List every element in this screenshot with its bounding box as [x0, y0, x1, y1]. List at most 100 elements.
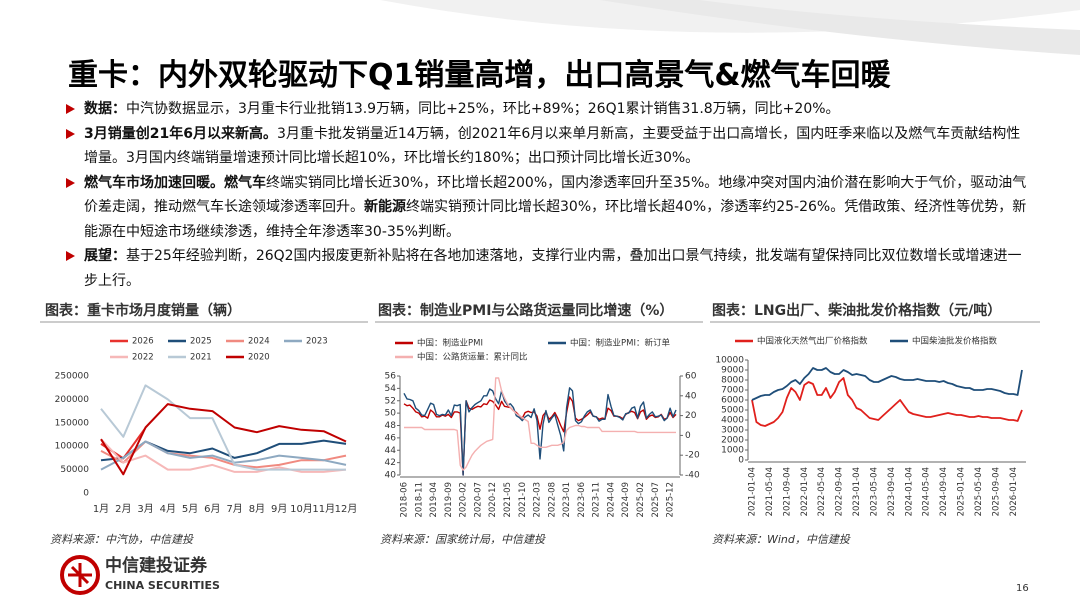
x-tick-label: 2022-08: [547, 482, 557, 518]
bullet-lead: 燃气车: [224, 174, 266, 191]
series-line: [100, 384, 346, 471]
x-tick-label: 11月: [312, 503, 335, 515]
y-tick-label: 6000: [721, 396, 744, 406]
series-line: [404, 377, 676, 471]
x-tick-label: 2021-05: [503, 482, 513, 518]
bullet-text: 基于25年经验判断，26Q2国内报废更新补贴将在各地加速落地，支撑行业内需，叠加…: [84, 248, 1022, 289]
chart-caption: 图表：制造业PMI与公路货运量同比增速（%）: [378, 302, 673, 319]
legend-label: 中国：公路货运量：累计同比: [417, 352, 528, 363]
x-tick-label: 2024-01-04: [904, 467, 914, 516]
bullet: 数据：中汽协数据显示，3月重卡行业批销13.9万辆，同比+25%，环比+89%；…: [62, 97, 1030, 122]
x-tick-label: 2024-04: [606, 482, 616, 518]
y-tick-label: 4000: [721, 416, 744, 426]
bullet-lead: 3月销量创21年6月以来新高。: [84, 125, 277, 142]
x-tick-label: 2021-05-04: [765, 467, 775, 516]
y-tick-label: 2000: [721, 436, 744, 446]
bullet-lead: 展望：: [84, 248, 126, 264]
legend-label: 2023: [306, 337, 328, 347]
chart-caption: 图表：LNG出厂、柴油批发价格指数（元/吨）: [712, 302, 1001, 319]
y-tick-label: 9000: [721, 366, 744, 376]
x-tick-label: 2021-10: [518, 482, 528, 518]
x-tick-label: 2022-05-04: [817, 467, 827, 516]
y-tick-label: 50: [385, 409, 397, 419]
y-tick-label: 100000: [55, 442, 90, 452]
series-line: [100, 440, 347, 471]
x-tick-label: 2021-01-04: [748, 467, 758, 516]
series-line: [751, 367, 1023, 401]
y-tick-label: 46: [385, 433, 397, 443]
legend-label: 中国：制造业PMI：新订单: [570, 338, 670, 349]
logo-mark: [68, 563, 92, 587]
bullet-lead: 新能源: [364, 199, 406, 215]
y-tick-label: 44: [385, 446, 397, 456]
legend-label: 2020: [248, 353, 270, 363]
y-tick-label: 150000: [55, 418, 90, 428]
x-tick-label: 7月: [226, 503, 242, 515]
x-tick-label: 6月: [204, 503, 220, 515]
x-tick-label: 2023-05-04: [869, 467, 879, 516]
y-tick-label: 8000: [721, 376, 744, 386]
bullet-list: 数据：中汽协数据显示，3月重卡行业批销13.9万辆，同比+25%，环比+89%；…: [62, 97, 1030, 293]
bullet-text: 3月重卡批发销量近14万辆，创2021年6月以来单月新高，主要受益于出口高增长，…: [84, 125, 1021, 167]
x-tick-label: 2019-09: [444, 482, 454, 518]
bullet-text: 中汽协数据显示，3月重卡行业批销13.9万辆，同比+25%，环比+89%；26Q…: [126, 101, 840, 117]
x-tick-label: 12月: [335, 503, 358, 515]
x-tick-label: 2025-07: [651, 482, 661, 518]
bullet: 3月销量创21年6月以来新高。3月重卡批发销量近14万辆，创2021年6月以来单…: [62, 122, 1030, 171]
y-tick-label: 3000: [721, 426, 744, 436]
bullet-lead: 数据：: [84, 101, 126, 117]
legend-label: 2021: [190, 353, 212, 363]
x-tick-label: 2026-01-04: [1009, 467, 1019, 516]
source: 资料来源：Wind，中信建投: [712, 533, 851, 546]
x-tick-label: 2020-12: [488, 482, 498, 518]
x-tick-label: 3月: [137, 503, 153, 515]
x-tick-label: 10月: [290, 503, 313, 515]
y2-tick-label: 60: [685, 372, 697, 382]
y-tick-label: 250000: [55, 372, 90, 382]
y-tick-label: 50000: [60, 465, 89, 475]
x-tick-label: 4月: [160, 503, 176, 515]
x-tick-label: 2023-06: [577, 482, 587, 518]
y-tick-label: 200000: [55, 395, 90, 405]
x-tick-label: 2025-02: [636, 482, 646, 518]
x-tick-label: 2024-09-04: [939, 467, 949, 516]
bullet-text: 终端实销预计同比增长超30%，环比增长超40%，渗透率约25-26%。凭借政策、…: [84, 199, 1027, 240]
x-tick-label: 2020-02: [459, 482, 469, 518]
slide-title: 重卡：内外双轮驱动下Q1销量高增，出口高景气&燃气车回暖: [68, 58, 891, 93]
x-tick-label: 2月: [115, 503, 131, 515]
bullet: 展望：基于25年经验判断，26Q2国内报废更新补贴将在各地加速落地，支撑行业内需…: [62, 244, 1030, 293]
source: 资料来源：中汽协，中信建投: [50, 533, 194, 546]
y2-tick-label: 40: [685, 391, 697, 401]
y-tick-label: 48: [385, 421, 397, 431]
y-tick-label: 0: [738, 456, 744, 466]
y-tick-label: 7000: [721, 386, 744, 396]
legend-label: 中国液化天然气出厂价格指数: [757, 336, 868, 347]
legend-label: 2026: [132, 337, 154, 347]
x-tick-label: 2023-01: [562, 482, 572, 518]
y-tick-label: 40: [385, 471, 397, 481]
y-tick-label: 54: [385, 384, 397, 394]
series-line: [100, 438, 347, 473]
x-tick-label: 5月: [182, 503, 198, 515]
chart-caption: 图表：重卡市场月度销量（辆）: [45, 302, 241, 319]
x-tick-label: 2023-01-04: [852, 467, 862, 516]
x-tick-label: 2024-09: [621, 482, 631, 518]
x-tick-label: 2023-09-04: [887, 467, 897, 516]
series-line: [751, 377, 1023, 427]
x-tick-label: 1月: [93, 503, 109, 515]
y2-tick-label: -40: [685, 471, 700, 481]
y2-tick-label: 0: [685, 431, 691, 441]
x-tick-label: 2025-01-04: [957, 467, 967, 516]
y2-tick-label: -20: [685, 451, 700, 461]
series-line: [403, 387, 677, 476]
x-tick-label: 2022-03: [533, 482, 543, 518]
decor: [600, 0, 1080, 55]
y-tick-label: 1000: [721, 446, 744, 456]
x-tick-label: 2018-11: [414, 482, 424, 518]
legend-label: 2024: [248, 337, 270, 347]
x-tick-label: 2025-12: [666, 482, 676, 518]
bullet-text: 终端实销同比增长近30%，环比增长超200%，国内渗透率回升至35%。地缘冲突对…: [84, 174, 1027, 216]
x-tick-label: 2023-11: [592, 482, 602, 518]
y-tick-label: 52: [385, 396, 396, 406]
